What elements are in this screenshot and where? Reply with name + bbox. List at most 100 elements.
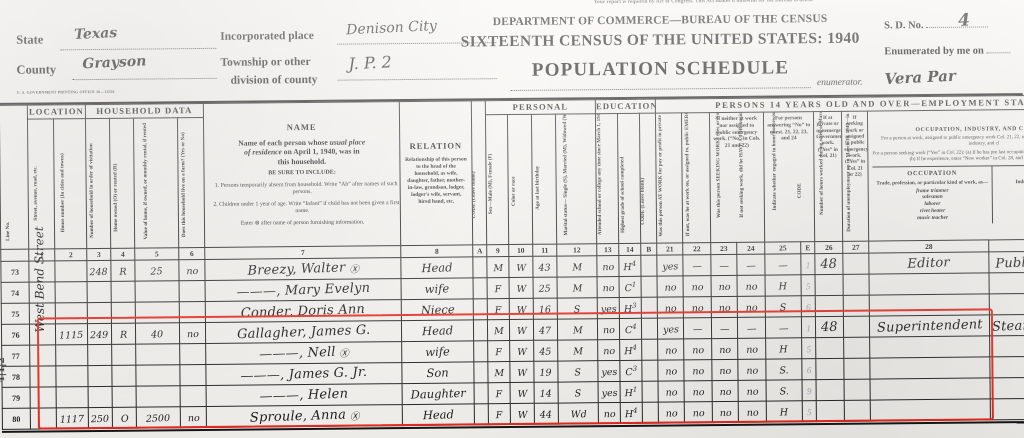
row-code-b-75[interactable] — [641, 297, 658, 319]
row-col24-78[interactable]: no — [737, 359, 767, 381]
row-street-79[interactable] — [30, 387, 57, 409]
row-grade-74[interactable]: C1 — [619, 276, 642, 298]
row-farm-80[interactable]: no — [180, 406, 207, 429]
row-name-74[interactable]: ———, Mary Evelyn — [205, 279, 402, 302]
row-occupation-78[interactable] — [869, 357, 991, 380]
row-occupation-74[interactable] — [869, 273, 990, 296]
row-col23-75[interactable]: no — [711, 296, 738, 319]
row-col21-79[interactable]: no — [658, 381, 685, 403]
row-line-number-74[interactable]: 74 — [1, 282, 30, 304]
row-household-order-75[interactable] — [87, 302, 112, 325]
row-name-76[interactable]: Gallagher, James G. — [205, 321, 402, 344]
row-farm-73[interactable]: no — [178, 259, 206, 282]
row-line-number-73[interactable]: 73 — [0, 261, 30, 283]
row-house-number-78[interactable] — [55, 366, 89, 388]
row-marital-80[interactable]: Wd — [558, 403, 599, 425]
row-name-77[interactable]: ———, Nell Ⓧ — [205, 342, 402, 365]
row-col25-80[interactable]: H — [766, 401, 803, 423]
row-household-order-73[interactable]: 248 — [86, 260, 112, 283]
row-code-e-80[interactable]: 5 — [802, 401, 817, 423]
row-code-b-76[interactable] — [641, 318, 658, 340]
row-col25-76[interactable]: — — [765, 317, 802, 339]
row-occupation-76[interactable]: Superintendent — [869, 315, 990, 338]
row-school-73[interactable]: no — [596, 255, 620, 278]
row-col25-75[interactable]: S — [765, 296, 802, 318]
row-owned-rented-79[interactable] — [112, 386, 137, 408]
row-code-e-75[interactable]: 6 — [801, 296, 816, 318]
row-sex-76[interactable]: M — [487, 319, 510, 342]
row-col27-77[interactable] — [843, 337, 870, 359]
row-industry-80[interactable] — [990, 398, 1024, 421]
row-col24-77[interactable]: no — [737, 338, 766, 360]
row-farm-78[interactable] — [179, 364, 207, 387]
row-household-order-78[interactable] — [87, 365, 113, 388]
county-field[interactable]: County Grayson — [16, 53, 217, 89]
row-col26-80[interactable] — [816, 400, 845, 423]
row-sex-75[interactable]: F — [487, 298, 510, 321]
row-street-77[interactable] — [29, 345, 56, 367]
row-school-78[interactable]: yes — [597, 360, 621, 383]
row-code-b-73[interactable] — [640, 255, 658, 277]
row-code-e-73[interactable]: 1 — [800, 254, 816, 276]
row-home-value-80[interactable]: 2500 — [136, 407, 181, 429]
row-industry-77[interactable] — [989, 335, 1024, 358]
row-school-75[interactable]: yes — [597, 297, 620, 320]
row-owned-rented-78[interactable] — [111, 365, 137, 387]
row-col25-74[interactable]: H — [765, 275, 802, 297]
row-race-75[interactable]: W — [509, 298, 534, 320]
row-code-e-79[interactable]: 9 — [802, 380, 817, 402]
row-race-80[interactable]: W — [510, 403, 535, 425]
row-age-76[interactable]: 47 — [533, 319, 558, 341]
row-occupation-80[interactable] — [870, 399, 991, 422]
row-race-74[interactable]: W — [509, 277, 534, 299]
row-industry-78[interactable] — [989, 356, 1024, 379]
row-street-80[interactable] — [30, 408, 57, 430]
row-industry-76[interactable]: Steam Rail Way — [989, 314, 1024, 337]
row-col22-73[interactable]: — — [682, 255, 712, 277]
row-race-77[interactable]: W — [509, 340, 534, 362]
row-occupation-77[interactable] — [869, 336, 990, 359]
row-col26-75[interactable] — [815, 295, 844, 318]
row-col26-78[interactable] — [815, 358, 845, 381]
row-street-78[interactable] — [29, 366, 57, 388]
row-occupation-73[interactable]: Editor — [868, 252, 990, 275]
row-name-80[interactable]: Sproule, Anna Ⓧ — [206, 405, 403, 428]
row-school-79[interactable]: yes — [598, 381, 621, 404]
row-sex-73[interactable]: M — [486, 256, 510, 279]
row-age-74[interactable]: 25 — [533, 277, 558, 299]
row-household-order-76[interactable]: 249 — [87, 323, 112, 346]
row-sex-78[interactable]: M — [487, 361, 511, 384]
row-age-79[interactable]: 14 — [534, 382, 559, 404]
row-col25-79[interactable]: S. — [766, 380, 803, 402]
row-col24-76[interactable]: — — [737, 317, 766, 339]
row-household-order-80[interactable]: 250 — [88, 407, 113, 430]
row-col23-77[interactable]: no — [711, 338, 738, 361]
row-col22-76[interactable]: — — [683, 318, 712, 340]
row-col26-74[interactable] — [815, 274, 844, 297]
row-col21-76[interactable]: yes — [657, 318, 684, 340]
row-col26-73[interactable]: 48 — [814, 253, 844, 276]
row-marital-74[interactable]: M — [557, 277, 598, 299]
row-col27-74[interactable] — [843, 274, 870, 296]
row-col23-74[interactable]: no — [711, 275, 738, 298]
row-occupation-75[interactable] — [869, 294, 990, 317]
row-col25-73[interactable]: — — [764, 254, 802, 276]
row-name-78[interactable]: ———, James G. Jr. — [205, 363, 403, 386]
row-farm-77[interactable] — [179, 343, 206, 366]
row-grade-75[interactable]: H3 — [619, 297, 642, 319]
row-col27-76[interactable] — [843, 316, 870, 338]
row-line-number-75[interactable]: 75 — [1, 303, 30, 325]
row-col25-78[interactable]: S. — [765, 359, 803, 381]
row-relation-79[interactable]: Daughter — [402, 383, 475, 406]
row-code-e-74[interactable]: 5 — [801, 275, 816, 297]
row-col21-73[interactable]: yes — [656, 255, 684, 277]
row-col21-78[interactable]: no — [657, 360, 685, 382]
row-col23-76[interactable]: — — [711, 317, 738, 340]
row-col24-79[interactable]: no — [738, 380, 767, 402]
row-owned-rented-73[interactable]: R — [110, 260, 136, 282]
row-race-73[interactable]: W — [508, 256, 534, 278]
row-house-number-76[interactable]: 1115 — [55, 324, 88, 346]
row-race-76[interactable]: W — [509, 319, 534, 341]
row-code-b-74[interactable] — [641, 276, 658, 298]
row-col21-80[interactable]: no — [658, 402, 685, 424]
